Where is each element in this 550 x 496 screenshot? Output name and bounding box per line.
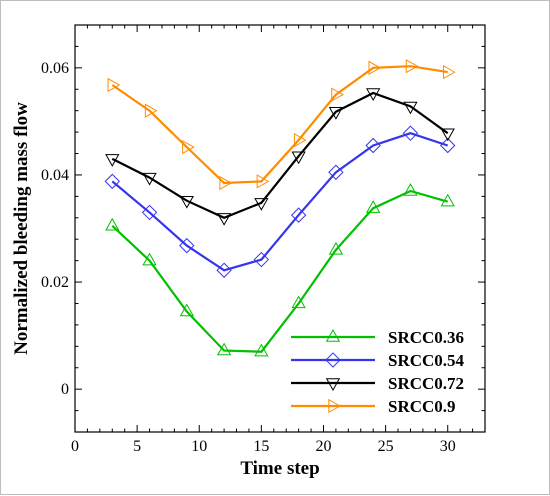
data-point: [290, 207, 307, 223]
data-point: [440, 137, 456, 154]
x-tick-label: 20: [315, 438, 331, 455]
legend: SRCC0.36 SRCC0.54 SRCC0.72 SRCC0.9: [291, 328, 465, 416]
data-point: [105, 217, 120, 231]
legend-marker: [325, 328, 341, 342]
data-point: [402, 125, 419, 141]
series-SRCC0.9: [107, 59, 456, 191]
y-tick-label: 0.06: [41, 60, 69, 77]
y-tick-label: 0.04: [41, 167, 69, 184]
data-point: [328, 164, 344, 180]
data-point: [368, 60, 382, 75]
data-point: [256, 174, 270, 189]
legend-label: SRCC0.9: [388, 397, 456, 416]
data-point: [328, 107, 344, 120]
x-axis-title: Time step: [240, 458, 319, 479]
data-point: [219, 175, 233, 191]
data-point: [440, 193, 455, 207]
x-tick-label: 15: [253, 438, 269, 455]
plot-area-border: [74, 24, 486, 433]
series-line: [111, 91, 449, 219]
x-tick-label: 5: [133, 438, 141, 455]
series-SRCC0.36: [105, 182, 455, 357]
legend-item: SRCC0.72: [291, 374, 464, 393]
data-point: [179, 237, 195, 254]
data-point: [291, 151, 306, 165]
series-line: [111, 132, 449, 272]
data-point: [253, 251, 270, 268]
legend-label: SRCC0.72: [388, 374, 464, 393]
data-point: [366, 88, 381, 102]
data-point: [179, 303, 194, 317]
data-point: [403, 182, 418, 196]
data-point: [142, 172, 157, 186]
series-line: [111, 65, 448, 185]
axes: 0 5 10 15 20 25 30 0 0.02 0.04 0.06: [41, 24, 486, 455]
data-point: [331, 87, 344, 102]
data-point: [179, 195, 194, 209]
data-point: [182, 139, 195, 155]
data-point: [142, 252, 157, 266]
y-tick-label: 0.02: [41, 274, 69, 291]
data-point: [216, 342, 232, 356]
x-tick-label: 30: [440, 438, 456, 455]
data-point: [104, 173, 120, 190]
data-point: [254, 198, 269, 211]
data-point: [328, 241, 344, 255]
data-point: [405, 59, 419, 74]
series-SRCC0.54: [104, 125, 456, 278]
x-tick-label: 10: [191, 438, 207, 455]
data-point: [144, 103, 158, 118]
data-point: [141, 204, 158, 221]
series-SRCC0.72: [105, 88, 455, 226]
legend-marker: [328, 398, 342, 414]
x-tick-label: 0: [71, 438, 79, 455]
data-point: [440, 128, 455, 142]
y-axis-title: Normalized bleeding mass flow: [11, 102, 32, 355]
y-tick-label: 0: [61, 381, 69, 398]
x-tick-label: 25: [378, 438, 394, 455]
data-point: [291, 295, 306, 309]
series-line: [111, 189, 449, 353]
legend-label: SRCC0.54: [388, 351, 465, 370]
data-point: [293, 132, 307, 148]
legend-item: SRCC0.9: [291, 397, 456, 416]
data-point: [105, 154, 120, 167]
legend-label: SRCC0.36: [388, 328, 464, 347]
data-point: [366, 200, 381, 213]
data-point: [216, 262, 232, 278]
legend-marker: [325, 352, 341, 368]
legend-marker: [325, 378, 341, 392]
data-point: [443, 64, 456, 80]
data-point: [365, 137, 381, 154]
data-point: [254, 343, 269, 357]
data-point: [216, 213, 232, 226]
data-point: [403, 101, 418, 115]
data-point: [107, 77, 121, 93]
legend-item: SRCC0.54: [291, 351, 465, 370]
series-lines: [104, 59, 456, 357]
legend-item: SRCC0.36: [291, 328, 464, 347]
